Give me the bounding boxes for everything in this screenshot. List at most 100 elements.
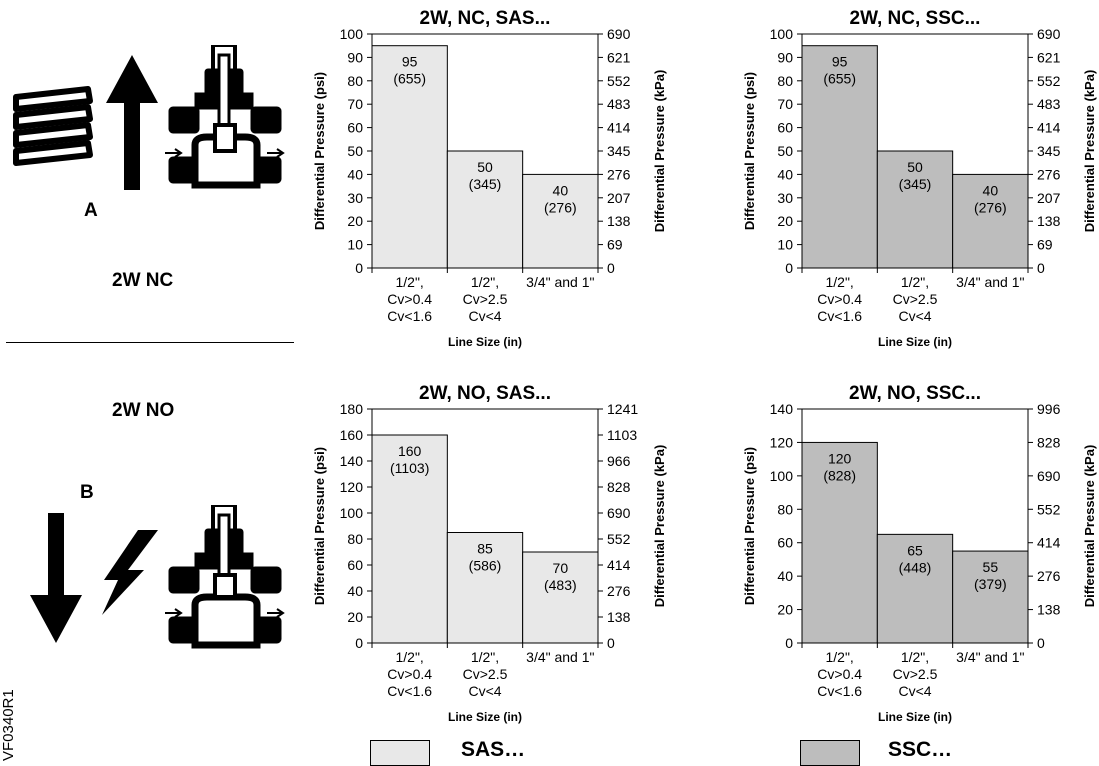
y-right-tick-label: 690	[1037, 26, 1061, 42]
bar	[522, 551, 599, 644]
bar	[446, 150, 524, 269]
y-right-tick-label: 414	[607, 557, 631, 573]
bar-value-label: 40	[983, 182, 999, 198]
y-right-tick-label: 552	[607, 531, 631, 547]
y-right-tick-label: 276	[1037, 568, 1061, 584]
section-b-title: 2W NO	[112, 400, 175, 421]
y-right-tick-label: 345	[1037, 143, 1061, 159]
y-tick-label: 100	[340, 505, 364, 521]
y-right-tick-label: 0	[1037, 260, 1045, 276]
legend-swatch-sas	[370, 740, 430, 766]
y-tick-label: 0	[355, 260, 363, 276]
y-tick-label: 60	[347, 557, 363, 573]
y-tick-label: 40	[347, 166, 363, 182]
plot-frame	[371, 408, 599, 644]
x-tick-label: 3/4" and 1"	[956, 274, 1024, 290]
x-tick-label: 3/4" and 1"	[526, 649, 594, 665]
bar-kpa-label: (586)	[469, 558, 502, 574]
chart-2w-nc-ssc: 2W, NC, SSC...95(655)50(345) 40(276)01020…	[742, 8, 1097, 349]
arrow-up-icon	[106, 55, 158, 190]
y-right-tick-label: 0	[607, 635, 615, 651]
x-tick-label: 1/2",	[396, 649, 424, 665]
y-right-tick-label: 690	[607, 505, 631, 521]
y-right-tick-label: 138	[1037, 213, 1061, 229]
y-right-tick-label: 996	[1037, 401, 1061, 417]
y-right-tick-label: 483	[607, 96, 631, 112]
bar-kpa-label: (345)	[899, 176, 932, 192]
x-tick-label: Cv>0.4	[817, 666, 862, 682]
y-tick-label: 20	[777, 213, 793, 229]
x-axis-label: Line Size (in)	[878, 710, 952, 724]
chart-2w-nc-sas: 2W, NC, SAS...95(655)50(345) 40(276)01020…	[312, 8, 667, 349]
bar-kpa-label: (1103)	[390, 460, 429, 476]
section-a-illustration: A 2W NC	[0, 0, 300, 340]
y-right-tick-label: 690	[607, 26, 631, 42]
x-tick-label: Cv>2.5	[463, 291, 508, 307]
x-tick-label: 1/2",	[901, 649, 929, 665]
y-right-tick-label: 690	[1037, 468, 1061, 484]
y-tick-label: 60	[777, 120, 793, 136]
y-right-tick-label: 138	[607, 213, 631, 229]
x-tick-label: Cv<1.6	[817, 683, 862, 699]
chart-title: 2W, NO, SAS...	[419, 383, 551, 404]
y-right-tick-label: 1241	[607, 401, 638, 417]
spring-icon	[13, 86, 93, 166]
y-right-tick-label: 483	[1037, 96, 1061, 112]
y-tick-label: 10	[347, 237, 363, 253]
y-right-tick-label: 69	[607, 237, 623, 253]
bar	[876, 150, 954, 269]
x-tick-label: Cv>2.5	[893, 666, 938, 682]
bar	[952, 550, 1029, 644]
legend-swatch-ssc	[800, 740, 860, 766]
y-right-tick-label: 276	[607, 583, 631, 599]
y-axis-label: Differential Pressure (psi)	[312, 72, 327, 230]
y-tick-label: 40	[347, 583, 363, 599]
bar-value-label: 40	[553, 182, 569, 198]
bar-kpa-label: (655)	[823, 71, 856, 87]
y-right-tick-label: 1103	[607, 427, 637, 443]
y-tick-label: 80	[777, 501, 793, 517]
y-right-tick-label: 414	[1037, 535, 1061, 551]
y-right-tick-label: 828	[607, 479, 631, 495]
bar	[371, 45, 448, 269]
bar-kpa-label: (379)	[974, 576, 1007, 592]
bar-value-label: 95	[832, 54, 848, 70]
y-tick-label: 0	[355, 635, 363, 651]
y-right-tick-label: 414	[1037, 120, 1061, 136]
x-tick-label: Cv<1.6	[387, 308, 432, 324]
y-right-tick-label: 207	[1037, 190, 1061, 206]
y-tick-label: 160	[340, 427, 364, 443]
y-right-tick-label: 828	[1037, 434, 1061, 450]
y-tick-label: 120	[340, 479, 364, 495]
y-right-tick-label: 0	[607, 260, 615, 276]
x-tick-label: 1/2",	[471, 274, 499, 290]
chart-title: 2W, NC, SSC...	[850, 8, 981, 29]
bar	[952, 173, 1029, 269]
y-right-tick-label: 276	[1037, 166, 1061, 182]
y-right-tick-label: 552	[607, 73, 631, 89]
y-tick-label: 40	[777, 568, 793, 584]
legend-label-sas: SAS…	[461, 738, 526, 761]
y-tick-label: 50	[777, 143, 793, 159]
bar-value-label: 65	[907, 542, 923, 558]
x-tick-label: Cv>0.4	[387, 291, 432, 307]
y-right-tick-label: 138	[607, 609, 631, 625]
chart-2w-no-sas: 2W, NO, SAS...160(1103)85(586) 70(483)020…	[312, 383, 667, 724]
bar	[801, 45, 878, 269]
y-axis-label: Differential Pressure (psi)	[742, 72, 757, 230]
x-tick-label: 1/2",	[826, 274, 854, 290]
y-right-tick-label: 345	[607, 143, 631, 159]
x-tick-label: 1/2",	[396, 274, 424, 290]
y-tick-label: 20	[347, 213, 363, 229]
x-tick-label: Cv<1.6	[387, 683, 432, 699]
legend-label-ssc: SSC…	[888, 738, 953, 761]
bar	[876, 533, 954, 644]
y-tick-label: 10	[777, 237, 793, 253]
y-right-tick-label: 138	[1037, 602, 1061, 618]
y-tick-label: 0	[785, 635, 793, 651]
bar-value-label: 120	[828, 450, 852, 466]
y-tick-label: 100	[770, 26, 794, 42]
y-tick-label: 60	[777, 535, 793, 551]
y-tick-label: 80	[777, 73, 793, 89]
y-tick-label: 30	[347, 190, 363, 206]
